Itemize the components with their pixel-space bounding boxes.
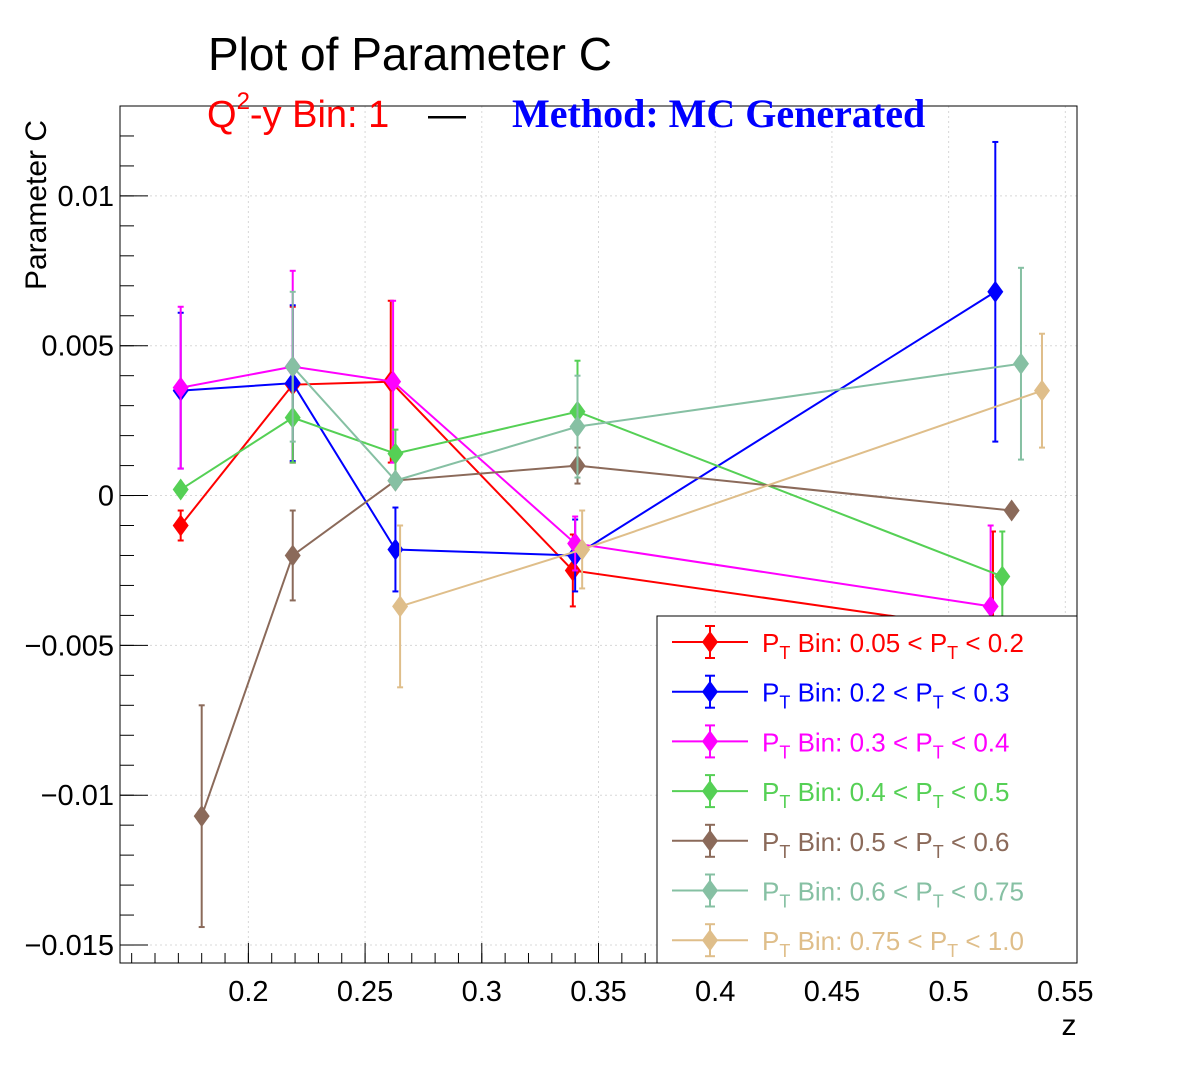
y-tick-label: 0.01 xyxy=(58,181,114,213)
legend-entry: PT Bin: 0.3 < PT < 0.4 xyxy=(672,724,1010,762)
x-axis-label: z xyxy=(1062,1009,1077,1042)
legend-label: PT Bin: 0.5 < PT < 0.6 xyxy=(762,827,1010,862)
legend: PT Bin: 0.05 < PT < 0.2 PT Bin: 0.2 < PT … xyxy=(656,615,1078,964)
data-point xyxy=(987,280,1004,303)
subtitle-rest: -y Bin: 1 xyxy=(250,94,389,136)
legend-entry: PT Bin: 0.6 < PT < 0.75 xyxy=(672,873,1024,912)
legend-label: PT Bin: 0.2 < PT < 0.3 xyxy=(762,678,1010,713)
y-tick-label: 0.005 xyxy=(41,331,114,363)
data-point xyxy=(193,805,210,828)
legend-label: PT Bin: 0.6 < PT < 0.75 xyxy=(762,877,1024,912)
legend-entry: PT Bin: 0.4 < PT < 0.5 xyxy=(672,774,1010,812)
y-axis-label: Parameter C xyxy=(20,120,53,290)
legend-marker xyxy=(702,631,718,653)
y-tick-label: −0.005 xyxy=(24,630,114,662)
data-point xyxy=(392,595,409,618)
x-tick-label: 0.5 xyxy=(928,976,968,1008)
y-tick-labels: 0.01 0.005 0 −0.005 −0.01 −0.015 xyxy=(24,181,114,962)
chart-subtitle-separator: — xyxy=(428,94,466,136)
data-point xyxy=(385,370,402,393)
legend-marker xyxy=(702,780,718,803)
x-tick-label: 0.35 xyxy=(570,976,626,1008)
legend-label: PT Bin: 0.75 < PT < 1.0 xyxy=(762,926,1024,961)
legend-marker xyxy=(702,879,718,902)
legend-entry: PT Bin: 0.2 < PT < 0.3 xyxy=(672,674,1010,713)
x-tick-label: 0.2 xyxy=(228,976,268,1008)
subtitle-sup: 2 xyxy=(237,88,250,115)
data-point xyxy=(284,544,301,567)
legend-marker xyxy=(702,929,718,952)
series-7 xyxy=(392,332,1050,689)
x-tick-label: 0.3 xyxy=(462,976,502,1008)
legend-marker xyxy=(702,829,718,852)
legend-entry: PT Bin: 0.75 < PT < 1.0 xyxy=(672,923,1024,961)
x-tick-label: 0.4 xyxy=(695,976,735,1008)
subtitle-q: Q xyxy=(207,94,237,136)
data-point xyxy=(1012,352,1029,375)
data-point xyxy=(387,442,404,465)
x-tick-label: 0.25 xyxy=(337,976,393,1008)
x-tick-label: 0.45 xyxy=(804,976,860,1008)
data-point xyxy=(574,538,591,561)
legend-label: PT Bin: 0.05 < PT < 0.2 xyxy=(762,628,1024,663)
legend-entry: PT Bin: 0.5 < PT < 0.6 xyxy=(672,823,1010,862)
data-point xyxy=(569,415,586,438)
data-point xyxy=(172,376,189,399)
legend-label: PT Bin: 0.3 < PT < 0.4 xyxy=(762,727,1010,762)
data-point xyxy=(994,565,1011,588)
chart-subtitle-left: Q2-y Bin: 1 xyxy=(207,88,389,136)
legend-marker xyxy=(702,680,718,703)
legend-label: PT Bin: 0.4 < PT < 0.5 xyxy=(762,777,1010,812)
y-tick-label: −0.015 xyxy=(24,930,114,962)
chart-subtitle-right: Method: MC Generated xyxy=(512,91,925,136)
legend-marker xyxy=(702,730,718,753)
series-group xyxy=(172,140,1050,929)
data-point xyxy=(1033,379,1050,402)
series-line xyxy=(291,362,1022,482)
data-point xyxy=(387,469,404,492)
data-point xyxy=(284,355,301,378)
x-tick-label: 0.55 xyxy=(1037,976,1093,1008)
chart-title: Plot of Parameter C xyxy=(208,28,612,80)
legend-entry: PT Bin: 0.05 < PT < 0.2 xyxy=(672,625,1024,663)
data-point xyxy=(172,478,189,501)
data-point xyxy=(982,595,999,618)
y-tick-label: −0.01 xyxy=(41,780,114,812)
y-tick-label: 0 xyxy=(98,481,114,513)
series-6 xyxy=(284,266,1029,492)
legend-box xyxy=(656,615,1078,964)
data-point xyxy=(172,514,189,537)
x-tick-labels: 0.2 0.25 0.3 0.35 0.4 0.45 0.5 0.55 xyxy=(228,976,1093,1008)
data-point xyxy=(1003,499,1020,522)
